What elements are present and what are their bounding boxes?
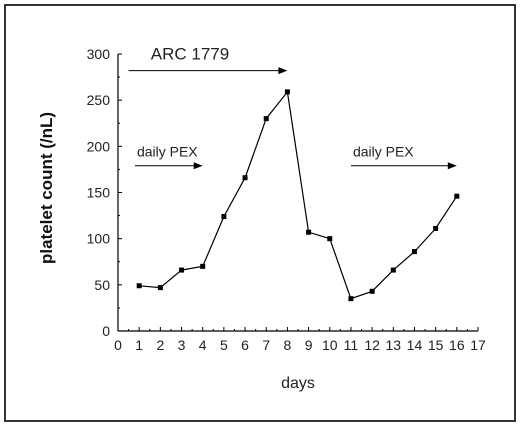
x-tick-label: 16 <box>449 337 465 353</box>
x-tick-label: 14 <box>407 337 423 353</box>
x-ticks: 0 1 2 3 4 5 6 7 8 9 10 11 12 13 14 15 16 17 <box>114 327 486 353</box>
data-point-day-6 <box>242 175 248 181</box>
data-point-day-4 <box>200 263 206 269</box>
x-tick-label: 9 <box>305 337 313 353</box>
x-tick-label: 7 <box>262 337 270 353</box>
y-axis-title: platelet count (/nL) <box>37 112 56 264</box>
x-tick-label: 17 <box>470 337 486 353</box>
x-tick-label: 11 <box>344 337 359 353</box>
annotation-label-3: daily PEX <box>353 144 414 160</box>
x-tick-label: 4 <box>199 337 207 353</box>
annotation-label-2: daily PEX <box>137 144 198 160</box>
annotation-arrow-head <box>447 162 457 170</box>
y-tick-label: 250 <box>87 92 111 108</box>
data-point-day-7 <box>263 116 269 122</box>
x-tick-label: 10 <box>322 337 338 353</box>
series-platelet-count <box>139 90 458 300</box>
y-tick-label: 50 <box>94 277 110 293</box>
x-tick-label: 12 <box>364 337 380 353</box>
data-point-day-11 <box>348 296 354 302</box>
data-point-day-1 <box>136 283 142 289</box>
x-tick-label: 3 <box>178 337 186 353</box>
data-point-day-2 <box>157 285 163 291</box>
axes <box>117 54 478 332</box>
x-tick-label: 13 <box>386 337 402 353</box>
annotations: ARC 1779 daily PEX daily PEX <box>128 45 457 170</box>
chart-frame <box>4 4 516 422</box>
y-tick-label: 150 <box>87 185 111 201</box>
annotation-label-1: ARC 1779 <box>151 45 229 64</box>
x-tick-label: 6 <box>241 337 249 353</box>
data-point-day-8 <box>284 89 290 95</box>
data-point-day-10 <box>327 236 333 242</box>
data-point-day-13 <box>390 267 396 273</box>
x-tick-label: 8 <box>284 337 292 353</box>
x-tick-label: 5 <box>220 337 228 353</box>
x-tick-label: 15 <box>428 337 444 353</box>
data-point-day-14 <box>411 249 417 255</box>
data-point-day-3 <box>179 267 185 273</box>
data-points <box>136 89 460 302</box>
y-tick-label: 0 <box>102 323 110 339</box>
data-point-day-12 <box>369 288 375 294</box>
y-tick-label: 300 <box>87 46 111 62</box>
series-line <box>139 90 458 300</box>
y-ticks: 0 50 100 150 200 250 300 <box>87 46 122 339</box>
data-point-day-5 <box>221 214 227 220</box>
x-axis-title: days <box>281 375 315 392</box>
data-point-day-15 <box>433 226 439 232</box>
data-point-day-9 <box>306 229 312 235</box>
annotation-arrow-head <box>193 162 203 170</box>
data-point-day-16 <box>454 193 460 199</box>
y-tick-label: 200 <box>87 138 111 154</box>
x-tick-label: 2 <box>156 337 164 353</box>
y-tick-label: 100 <box>87 231 111 247</box>
x-tick-label: 1 <box>135 337 143 353</box>
annotation-arrow-head <box>278 67 288 75</box>
x-tick-label: 0 <box>114 337 122 353</box>
